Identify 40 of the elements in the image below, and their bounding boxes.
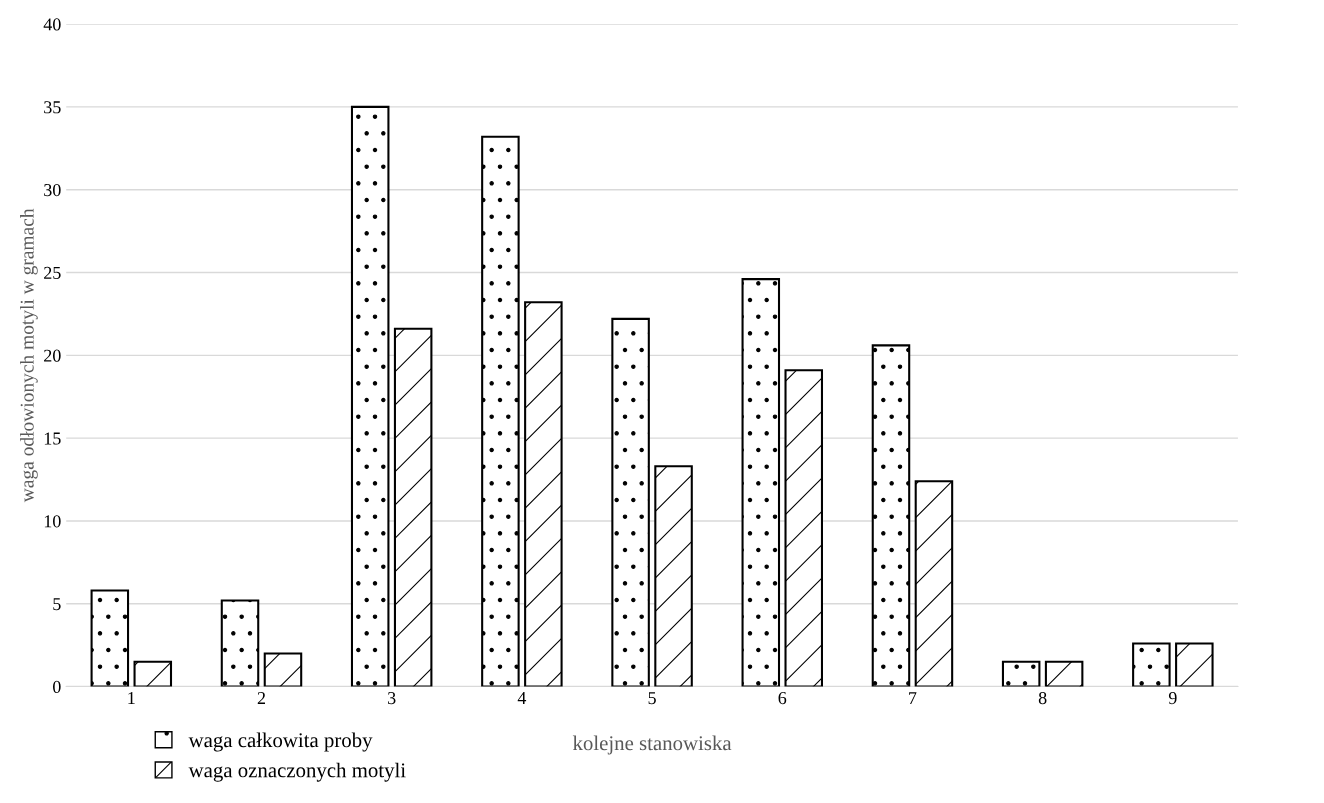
x-tick-label: 4	[517, 692, 527, 704]
bar	[784, 369, 824, 687]
legend-label: waga oznaczonych motyli	[188, 762, 406, 782]
x-tick-label: 7	[909, 692, 917, 704]
y-tick-label: 5	[53, 598, 61, 611]
bar	[1001, 660, 1041, 687]
bar	[1044, 660, 1084, 687]
bar	[914, 480, 954, 687]
legend-label: waga całkowita proby	[188, 732, 373, 752]
bar	[133, 660, 173, 687]
y-tick-label: 40	[43, 18, 61, 31]
bar	[90, 589, 130, 687]
x-tick-label: 2	[257, 692, 266, 704]
x-tick-label: 6	[778, 692, 787, 705]
y-tick-label: 30	[44, 183, 61, 197]
y-tick-label: 10	[44, 515, 61, 528]
y-axis-title: waga odłowionych motyli w gramach	[20, 208, 38, 503]
bar	[654, 465, 693, 687]
bar	[220, 599, 260, 687]
x-tick-label: 1	[128, 692, 135, 704]
bar	[611, 317, 650, 687]
bar	[524, 301, 563, 687]
y-tick-label: 0	[53, 680, 61, 694]
bar	[393, 327, 433, 687]
x-tick-label: 8	[1038, 691, 1047, 705]
bar	[871, 344, 911, 687]
bar	[263, 652, 303, 687]
y-tick-label: 20	[44, 349, 61, 362]
y-tick-label: 15	[44, 432, 61, 445]
bar	[481, 135, 520, 687]
x-tick-label: 9	[1168, 692, 1177, 705]
y-tick-label: 35	[44, 101, 61, 114]
y-tick-label: 25	[44, 266, 61, 279]
bar	[1175, 642, 1214, 687]
bar	[350, 105, 390, 687]
x-tick-label: 5	[648, 692, 656, 705]
x-tick-label: 3	[388, 692, 396, 705]
bar	[741, 278, 781, 687]
x-axis-title: kolejne stanowiska	[572, 735, 732, 755]
bar	[1132, 642, 1171, 687]
